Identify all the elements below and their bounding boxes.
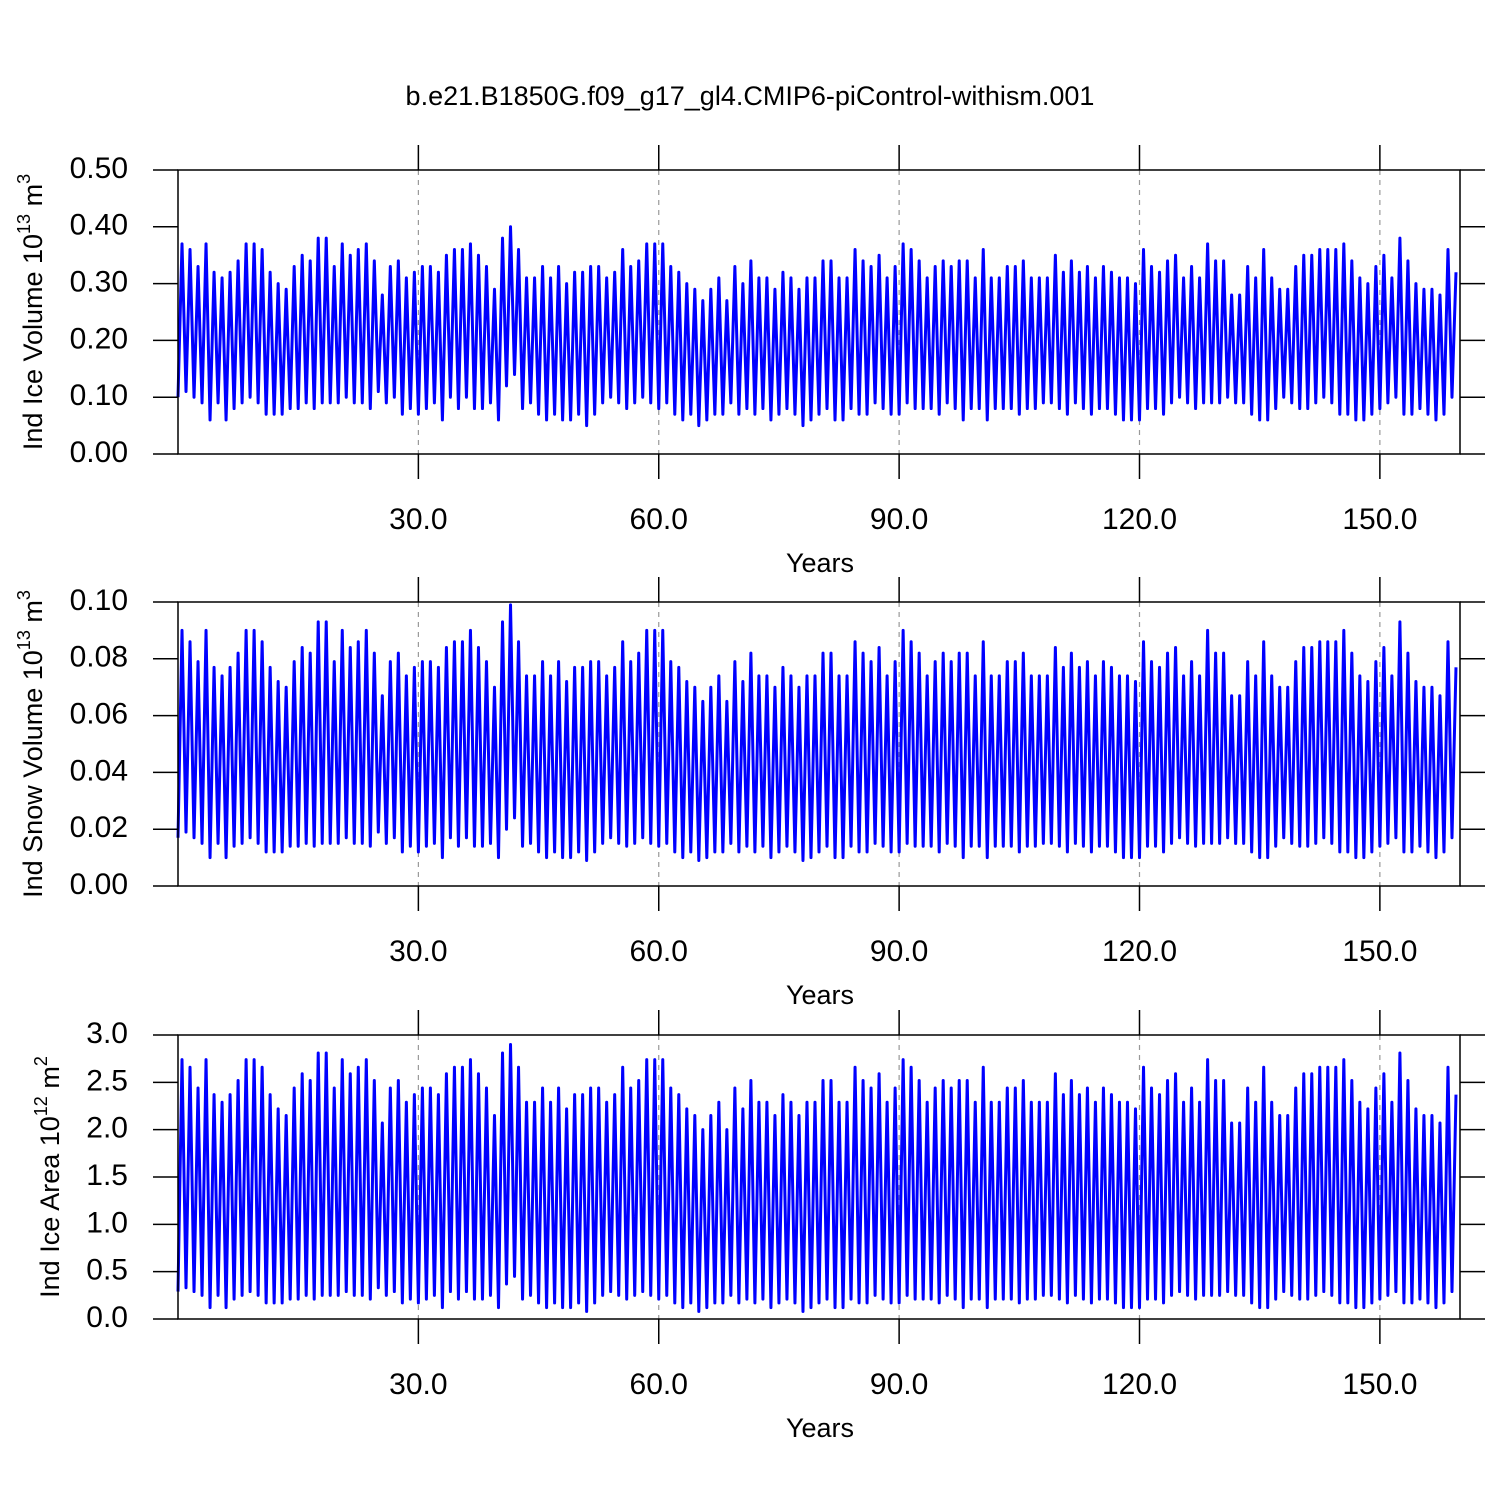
y-tick-label: 0.20 xyxy=(70,322,128,355)
y-axis-title: Ind Snow Volume 1013 m3 xyxy=(14,590,48,898)
superscript: 2 xyxy=(31,1056,51,1066)
panel: 30.0 60.0 90.0 120.0 150.0 0.00 0.02 0.04 0.06 0.… xyxy=(14,577,1485,1010)
y-tick-label: 0.5 xyxy=(86,1254,128,1287)
x-tick-label: 30.0 xyxy=(389,935,447,968)
y-tick-label: 0.04 xyxy=(70,754,128,787)
x-tick-label: 60.0 xyxy=(630,503,688,536)
y-tick-label: 1.5 xyxy=(86,1159,128,1192)
panel: 30.0 60.0 90.0 120.0 150.0 0.00 0.10 0.20 0.30 0.… xyxy=(14,145,1485,578)
x-tick-label: 120.0 xyxy=(1102,1368,1177,1401)
x-tick-label: 30.0 xyxy=(389,503,447,536)
data-line xyxy=(176,225,1458,428)
y-tick-label: 0.00 xyxy=(70,868,128,901)
plot-frame xyxy=(177,169,1461,455)
x-axis-title: Years xyxy=(786,1413,854,1443)
x-axis-title: Years xyxy=(786,980,854,1010)
label-part: Ind Snow Volume 10 xyxy=(18,650,48,898)
label-part: m xyxy=(18,184,48,214)
superscript: 3 xyxy=(14,174,34,184)
y-tick-label: 0.06 xyxy=(70,698,128,731)
plot-frame xyxy=(177,601,1461,887)
superscript: 13 xyxy=(14,630,34,650)
y-tick-label: 0.50 xyxy=(70,152,128,185)
y-tick-label: 1.0 xyxy=(86,1206,128,1239)
y-tick-label: 0.02 xyxy=(70,811,128,844)
label-part: m xyxy=(35,1066,65,1096)
x-tick-label: 90.0 xyxy=(870,1368,928,1401)
superscript: 13 xyxy=(14,214,34,234)
x-tick-label: 150.0 xyxy=(1342,503,1417,536)
y-tick-label: 0.00 xyxy=(70,436,128,469)
label-part: Ind Ice Area 10 xyxy=(35,1116,65,1298)
superscript: 3 xyxy=(14,590,34,600)
panel: 30.0 60.0 90.0 120.0 150.0 0.0 0.5 1.0 1.5 2.0 2.5… xyxy=(31,1010,1485,1443)
label-part: m xyxy=(18,600,48,630)
y-tick-label: 0.10 xyxy=(70,379,128,412)
x-tick-label: 60.0 xyxy=(630,1368,688,1401)
x-tick-label: 150.0 xyxy=(1342,935,1417,968)
y-tick-label: 0.10 xyxy=(70,584,128,617)
y-axis-title: Ind Ice Volume 1013 m3 xyxy=(14,174,48,450)
x-tick-label: 60.0 xyxy=(630,935,688,968)
data-line xyxy=(176,603,1458,862)
x-tick-label: 150.0 xyxy=(1342,1368,1417,1401)
y-tick-label: 2.0 xyxy=(86,1112,128,1145)
x-tick-label: 120.0 xyxy=(1102,935,1177,968)
x-tick-label: 30.0 xyxy=(389,1368,447,1401)
y-tick-label: 0.40 xyxy=(70,209,128,242)
y-tick-label: 0.0 xyxy=(86,1301,128,1334)
figure-title: b.e21.B1850G.f09_g17_gl4.CMIP6-piControl… xyxy=(406,81,1095,111)
y-tick-label: 3.0 xyxy=(86,1017,128,1050)
y-axis-title: Ind Ice Area 1012 m2 xyxy=(31,1056,65,1298)
x-axis-title: Years xyxy=(786,548,854,578)
data-line xyxy=(176,1042,1458,1313)
superscript: 12 xyxy=(31,1096,51,1116)
y-tick-label: 0.30 xyxy=(70,266,128,299)
x-tick-label: 90.0 xyxy=(870,935,928,968)
y-tick-label: 2.5 xyxy=(86,1064,128,1097)
label-part: Ind Ice Volume 10 xyxy=(18,234,48,450)
y-tick-label: 0.08 xyxy=(70,641,128,674)
x-tick-label: 90.0 xyxy=(870,503,928,536)
x-tick-label: 120.0 xyxy=(1102,503,1177,536)
